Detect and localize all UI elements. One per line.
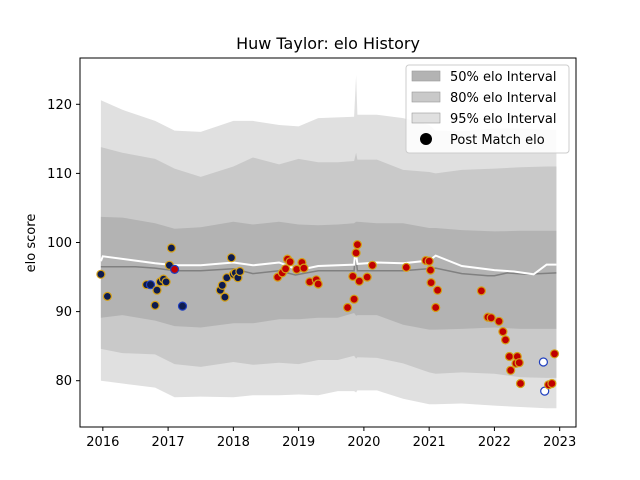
post-match-point (145, 280, 156, 290)
post-match-point (352, 240, 362, 250)
x-tick-label: 2016 (86, 435, 119, 450)
post-match-point (285, 257, 295, 267)
post-match-point (235, 266, 245, 277)
interval-bands (100, 75, 557, 409)
y-tick-label: 90 (55, 305, 72, 320)
x-tick-label: 2018 (217, 435, 250, 450)
post-match-point (538, 357, 549, 367)
post-match-point (217, 280, 227, 290)
y-axis: 80 90 100 110 120 (47, 98, 80, 389)
post-match-point (161, 277, 171, 287)
post-match-point (362, 272, 372, 282)
post-match-point (354, 276, 364, 286)
y-tick-label: 80 (55, 374, 72, 389)
post-match-point (425, 265, 436, 275)
post-match-point (549, 349, 560, 359)
post-match-point (367, 260, 377, 270)
post-match-point (349, 294, 359, 304)
post-match-point (401, 262, 411, 272)
legend-box (405, 64, 570, 154)
x-tick-label: 2020 (347, 435, 380, 450)
x-tick-label: 2023 (543, 435, 576, 450)
post-match-point (426, 278, 436, 288)
post-match-point (170, 264, 180, 274)
post-match-point (515, 378, 526, 389)
interval-50-band (100, 216, 557, 330)
post-match-point (166, 243, 176, 253)
y-tick-label: 120 (47, 98, 72, 113)
legend-swatch (411, 91, 441, 103)
chart-title: Huw Taylor: elo History (236, 34, 420, 53)
post-match-point (486, 313, 496, 323)
post-match-point (343, 302, 353, 313)
post-match-point (220, 292, 230, 302)
post-match-point (547, 378, 557, 389)
post-match-point (506, 365, 516, 375)
x-tick-label: 2017 (152, 435, 185, 450)
post-match-point (281, 264, 291, 274)
legend: 50% elo Interval 80% elo Interval 95% elo … (405, 64, 570, 154)
post-match-point (226, 253, 236, 263)
post-match-point (150, 300, 160, 310)
legend-label: Post Match elo (450, 133, 545, 148)
post-match-point (299, 263, 309, 273)
x-tick-label: 2021 (413, 435, 446, 450)
post-match-point (431, 302, 441, 313)
post-match-points (96, 240, 560, 396)
post-match-point (313, 279, 323, 289)
legend-label: 50% elo Interval (450, 70, 557, 85)
post-match-point (500, 335, 511, 345)
legend-label: 95% elo Interval (450, 112, 557, 127)
post-match-point (177, 301, 188, 311)
legend-marker (420, 133, 432, 145)
post-match-point (351, 248, 361, 258)
post-match-point (102, 291, 113, 301)
legend-swatch (411, 70, 441, 82)
post-match-point (433, 285, 443, 295)
post-match-point (498, 327, 508, 337)
post-match-point (152, 285, 162, 295)
post-match-point (424, 256, 434, 266)
x-tick-label: 2019 (282, 435, 315, 450)
legend-swatch (411, 112, 441, 124)
post-match-point (504, 351, 514, 362)
x-axis: 2016 2017 2018 2019 2020 2021 2022 2023 (86, 427, 576, 450)
y-tick-label: 100 (47, 236, 72, 251)
y-axis-label: elo score (24, 214, 39, 273)
post-match-point (494, 316, 504, 326)
post-match-point (96, 269, 106, 279)
post-match-point (348, 271, 358, 281)
post-match-point (514, 358, 524, 368)
y-tick-label: 110 (47, 167, 72, 182)
legend-label: 80% elo Interval (450, 91, 557, 106)
x-tick-label: 2022 (478, 435, 511, 450)
post-match-point (476, 286, 486, 296)
